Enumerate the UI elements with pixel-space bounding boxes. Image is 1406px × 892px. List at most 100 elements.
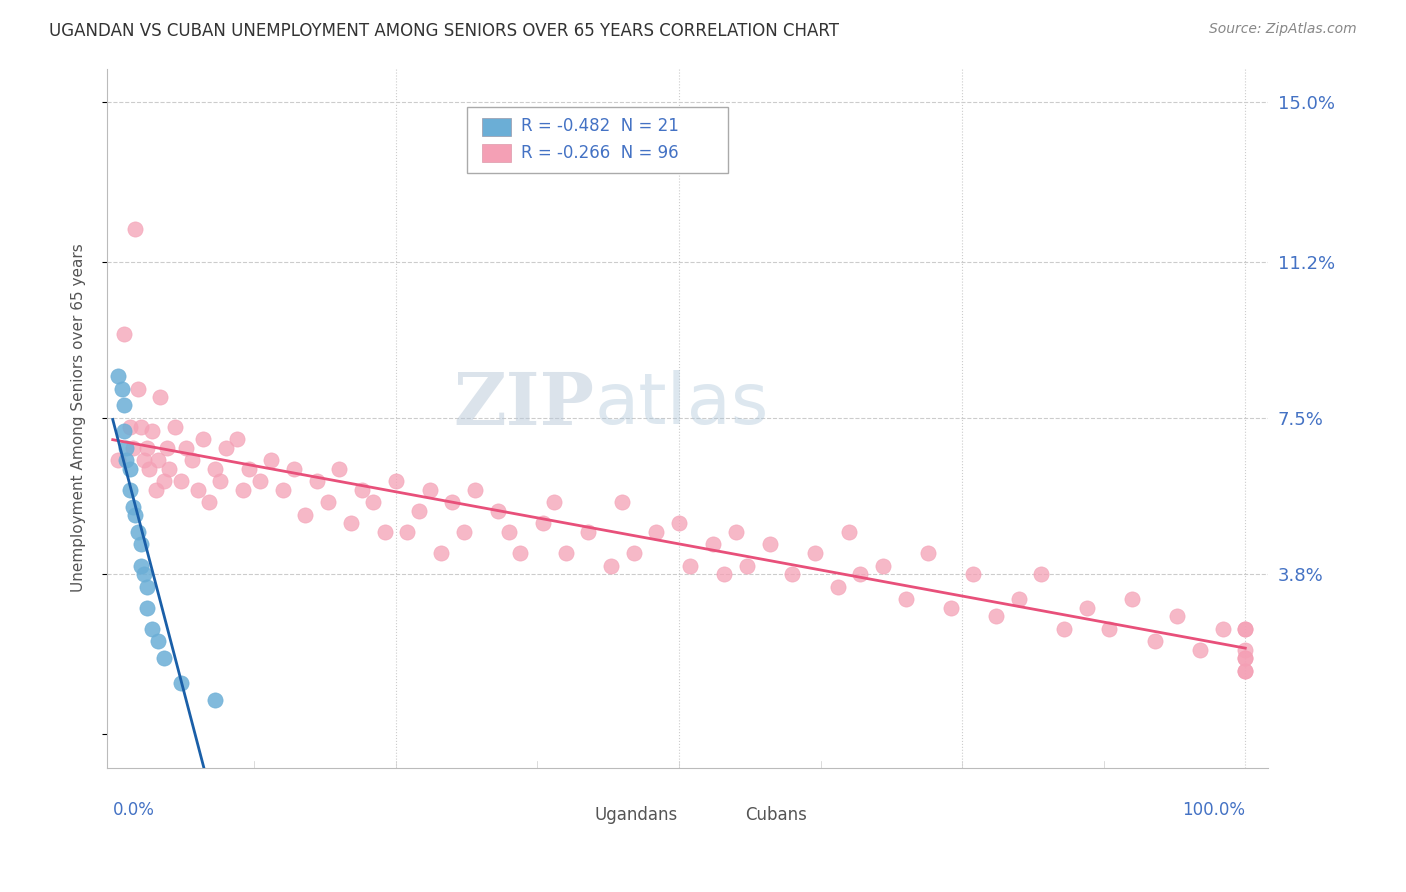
Point — [1188, 642, 1211, 657]
Point — [260, 453, 283, 467]
Point — [316, 495, 339, 509]
Point — [305, 475, 328, 489]
Point — [1234, 622, 1257, 636]
Point — [134, 453, 156, 467]
Point — [917, 546, 939, 560]
Point — [145, 483, 167, 497]
Point — [780, 566, 803, 581]
Point — [668, 516, 690, 531]
Point — [141, 622, 163, 636]
Point — [543, 495, 565, 509]
Point — [226, 432, 249, 446]
Point — [141, 424, 163, 438]
Point — [724, 524, 747, 539]
Point — [135, 580, 157, 594]
Point — [198, 495, 221, 509]
Point — [204, 461, 226, 475]
Point — [176, 441, 198, 455]
Point — [679, 558, 702, 573]
Point — [1234, 642, 1257, 657]
Point — [509, 546, 531, 560]
Point — [1234, 651, 1257, 665]
Point — [804, 546, 827, 560]
Point — [408, 504, 430, 518]
Point — [127, 524, 149, 539]
Point — [385, 475, 408, 489]
Point — [187, 483, 209, 497]
Point — [1143, 634, 1166, 648]
Point — [464, 483, 486, 497]
Point — [193, 432, 215, 446]
Point — [600, 558, 623, 573]
Point — [328, 461, 350, 475]
Point — [138, 461, 160, 475]
Point — [453, 524, 475, 539]
Point — [838, 524, 860, 539]
Point — [157, 461, 180, 475]
Point — [350, 483, 373, 497]
Point — [872, 558, 894, 573]
Point — [146, 634, 169, 648]
Bar — [565, 806, 586, 820]
Point — [152, 651, 174, 665]
Bar — [482, 145, 510, 161]
Point — [612, 495, 634, 509]
Point — [1031, 566, 1053, 581]
Point — [294, 508, 316, 522]
Point — [1234, 664, 1257, 678]
Point — [419, 483, 441, 497]
Point — [1234, 651, 1257, 665]
Point — [1234, 664, 1257, 678]
Point — [339, 516, 361, 531]
Point — [713, 566, 735, 581]
Point — [112, 399, 135, 413]
Point — [1234, 622, 1257, 636]
Point — [215, 441, 238, 455]
Text: 0.0%: 0.0% — [112, 801, 155, 820]
Text: 100.0%: 100.0% — [1182, 801, 1246, 820]
Point — [204, 693, 226, 707]
Point — [115, 453, 138, 467]
Point — [554, 546, 576, 560]
Point — [163, 419, 186, 434]
Point — [112, 424, 135, 438]
Point — [486, 504, 509, 518]
Point — [232, 483, 254, 497]
Bar — [717, 806, 737, 820]
Point — [283, 461, 305, 475]
Point — [1098, 622, 1121, 636]
Y-axis label: Unemployment Among Seniors over 65 years: Unemployment Among Seniors over 65 years — [72, 244, 86, 592]
Point — [134, 566, 156, 581]
Point — [531, 516, 554, 531]
Point — [146, 453, 169, 467]
Point — [1076, 600, 1098, 615]
Point — [118, 419, 141, 434]
Point — [1008, 592, 1031, 607]
Point — [209, 475, 232, 489]
Point — [984, 609, 1007, 624]
Point — [112, 326, 135, 341]
Point — [115, 441, 138, 455]
Point — [939, 600, 962, 615]
Point — [894, 592, 917, 607]
Point — [962, 566, 984, 581]
Point — [149, 390, 172, 404]
Point — [135, 600, 157, 615]
Point — [645, 524, 668, 539]
Point — [170, 475, 193, 489]
Point — [249, 475, 271, 489]
Point — [498, 524, 520, 539]
Point — [1053, 622, 1076, 636]
FancyBboxPatch shape — [467, 107, 728, 173]
Point — [152, 475, 174, 489]
Bar — [482, 118, 510, 136]
Point — [181, 453, 204, 467]
Point — [1166, 609, 1188, 624]
Text: R = -0.266  N = 96: R = -0.266 N = 96 — [522, 144, 679, 161]
Point — [129, 419, 152, 434]
Point — [441, 495, 464, 509]
Point — [107, 453, 129, 467]
Point — [135, 441, 157, 455]
Text: ZIP: ZIP — [454, 368, 595, 440]
Point — [118, 461, 141, 475]
